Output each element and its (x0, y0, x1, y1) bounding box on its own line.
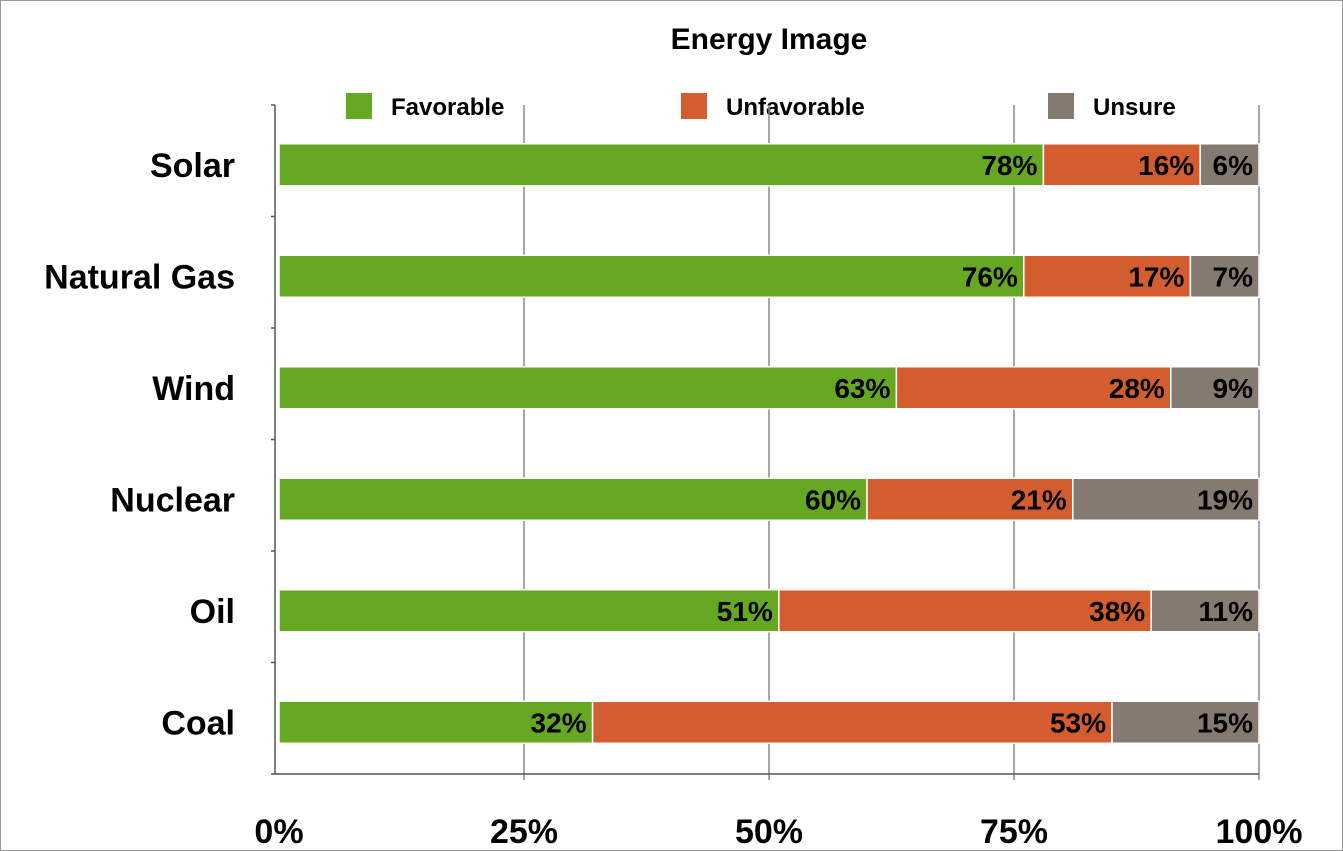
x-tick-label: 100% (1216, 813, 1303, 850)
x-tick-label: 75% (980, 813, 1048, 850)
data-label: 63% (834, 373, 890, 404)
category-label: Coal (161, 704, 235, 742)
bar-segment (1170, 366, 1260, 410)
legend-swatch (346, 93, 372, 119)
legend-label: Unfavorable (726, 94, 865, 121)
legend: Favorable Unfavorable Unsure (346, 93, 1176, 121)
bar-segment (278, 143, 1045, 187)
data-label: 32% (531, 707, 587, 738)
category-label: Nuclear (110, 481, 235, 519)
category-label: Solar (150, 147, 235, 185)
data-label: 78% (981, 150, 1037, 181)
bar-segment (1199, 143, 1260, 187)
y-tick-labels: Solar Natural Gas Wind Nuclear Oil Coal (44, 147, 235, 743)
data-label: 21% (1011, 484, 1067, 515)
legend-swatch (1048, 93, 1074, 119)
bar-segment (278, 589, 780, 633)
bar-segment (591, 700, 1113, 744)
legend-label: Unsure (1093, 94, 1176, 121)
data-label: 19% (1197, 484, 1253, 515)
gridlines (523, 105, 1260, 780)
bar-segment (1042, 143, 1201, 187)
data-label: 6% (1213, 150, 1254, 181)
bar-segment (278, 254, 1025, 298)
chart-title: Energy Image (671, 23, 868, 56)
bar-segment (895, 366, 1172, 410)
x-tick-labels: 0% 25% 50% 75% 100% (254, 813, 1302, 850)
data-label: 53% (1050, 707, 1106, 738)
legend-swatch (681, 93, 707, 119)
data-label: 7% (1213, 261, 1254, 292)
bar-segment (1189, 254, 1260, 298)
data-label: 76% (962, 261, 1018, 292)
bar-segment (1023, 254, 1192, 298)
data-label: 51% (717, 596, 773, 627)
data-label: 17% (1128, 261, 1184, 292)
data-label: 15% (1197, 707, 1253, 738)
bar-segment (866, 477, 1074, 521)
x-tick-label: 0% (254, 813, 303, 850)
category-label: Natural Gas (44, 258, 235, 296)
data-label: 60% (805, 484, 861, 515)
bar-segment (278, 366, 898, 410)
data-label: 11% (1199, 596, 1254, 627)
x-tick-label: 25% (490, 813, 558, 850)
bar-segment (1150, 589, 1260, 633)
bar-segment (1072, 477, 1260, 521)
bar-segment (278, 700, 594, 744)
data-label: 9% (1213, 373, 1254, 404)
category-label: Oil (190, 593, 235, 631)
bar-segment (278, 477, 868, 521)
data-label: 16% (1138, 150, 1194, 181)
x-tick-label: 50% (735, 813, 803, 850)
data-label: 28% (1109, 373, 1165, 404)
axes (271, 104, 1259, 775)
data-label: 38% (1089, 596, 1145, 627)
bar-segment (1111, 700, 1260, 744)
legend-label: Favorable (391, 94, 504, 121)
category-label: Wind (152, 370, 235, 408)
bars: 78% 16% 6% 76% 17% 7% 63% 28% 9% 60% 21% 19% 51% 38% 1… (278, 143, 1260, 744)
